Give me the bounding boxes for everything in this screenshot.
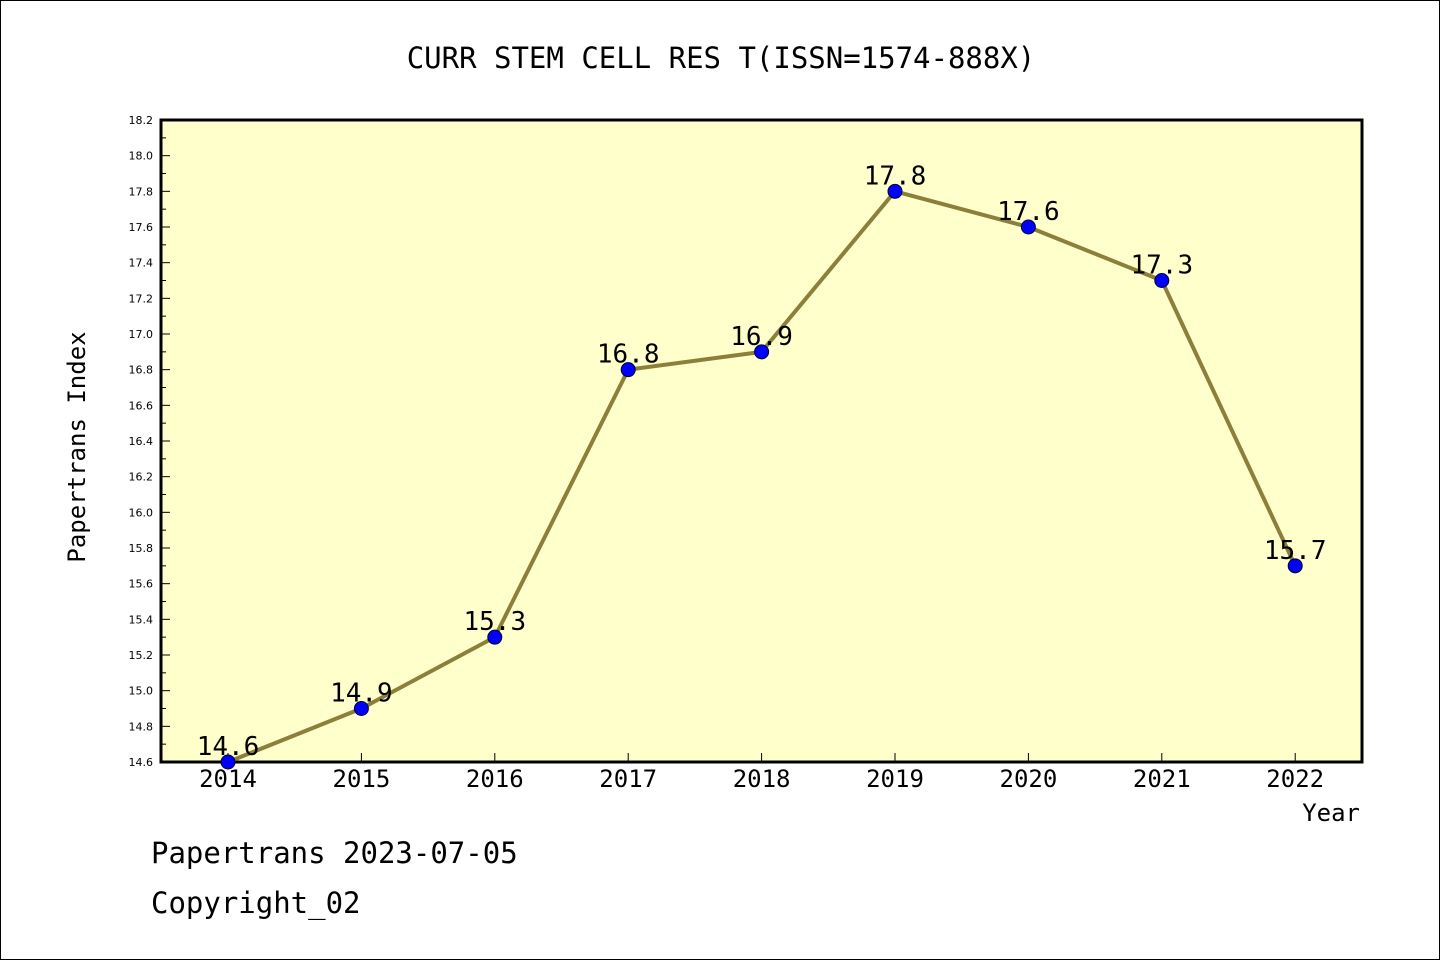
data-label: 17.3 bbox=[1130, 251, 1193, 281]
data-label: 16.9 bbox=[730, 322, 793, 352]
data-point bbox=[220, 754, 236, 770]
y-tick-label: 14.8 bbox=[129, 720, 154, 733]
data-label: 15.7 bbox=[1264, 536, 1327, 566]
y-tick-label: 16.2 bbox=[129, 471, 154, 484]
x-tick-label: 2021 bbox=[1133, 765, 1191, 793]
x-axis-tick-labels: 2014 2015 2016 2017 2018 2019 2020 2021 2022 bbox=[199, 765, 1324, 793]
data-point bbox=[754, 344, 770, 360]
x-axis-label: Year bbox=[1302, 799, 1360, 827]
y-tick-label: 15.2 bbox=[129, 649, 154, 662]
chart-title: CURR STEM CELL RES T(ISSN=1574-888X) bbox=[407, 41, 1036, 75]
data-label: 15.3 bbox=[463, 607, 526, 637]
y-tick-label: 18.2 bbox=[129, 114, 154, 127]
data-point bbox=[487, 629, 503, 645]
y-tick-label: 17.8 bbox=[129, 185, 154, 198]
data-label: 16.8 bbox=[597, 340, 660, 370]
data-label: 17.6 bbox=[997, 197, 1060, 227]
y-tick-label: 15.4 bbox=[129, 613, 154, 626]
x-tick-label: 2014 bbox=[199, 765, 257, 793]
data-point bbox=[353, 701, 369, 716]
data-point bbox=[1020, 219, 1036, 235]
data-label: 14.6 bbox=[197, 732, 260, 762]
plot-area bbox=[159, 118, 1364, 764]
data-label: 17.8 bbox=[864, 161, 927, 191]
x-tick-label: 2016 bbox=[466, 765, 524, 793]
x-tick-label: 2017 bbox=[599, 765, 657, 793]
y-tick-label: 15.6 bbox=[129, 578, 154, 591]
footer-copyright-line: Copyright_02 bbox=[151, 886, 361, 920]
y-tick-label: 16.0 bbox=[129, 506, 154, 519]
x-tick-label: 2019 bbox=[866, 765, 924, 793]
series-layer bbox=[220, 183, 1303, 770]
data-label: 14.9 bbox=[330, 679, 393, 709]
y-tick-label: 16.8 bbox=[129, 364, 154, 377]
y-tick-label: 17.6 bbox=[129, 221, 154, 234]
x-tick-label: 2022 bbox=[1266, 765, 1324, 793]
data-point bbox=[887, 183, 903, 199]
y-axis-ticks bbox=[161, 119, 170, 763]
footer-date-line: Papertrans 2023-07-05 bbox=[151, 836, 518, 870]
y-tick-label: 18.0 bbox=[129, 150, 154, 163]
data-point bbox=[1287, 558, 1303, 574]
y-tick-label: 16.6 bbox=[129, 399, 154, 412]
y-tick-label: 16.4 bbox=[129, 435, 154, 448]
y-tick-label: 15.8 bbox=[129, 542, 154, 555]
y-tick-label: 17.4 bbox=[129, 257, 154, 270]
y-tick-label: 14.6 bbox=[129, 756, 154, 769]
x-tick-label: 2015 bbox=[333, 765, 391, 793]
data-point bbox=[1154, 273, 1170, 288]
y-tick-label: 17.0 bbox=[129, 328, 154, 341]
y-axis-tick-labels: 14.6 14.8 15.0 15.2 15.4 15.6 15.8 16.0 16.2 16.4… bbox=[129, 114, 154, 769]
data-labels: 14.6 14.9 15.3 16.8 16.9 17.8 17.6 17.3 15.7 bbox=[197, 161, 1327, 762]
y-axis-label: Papertrans Index bbox=[63, 331, 91, 562]
data-point bbox=[620, 362, 636, 378]
x-tick-label: 2018 bbox=[733, 765, 791, 793]
y-tick-label: 17.2 bbox=[129, 292, 154, 305]
x-tick-label: 2020 bbox=[1000, 765, 1058, 793]
y-tick-label: 15.0 bbox=[129, 685, 154, 698]
